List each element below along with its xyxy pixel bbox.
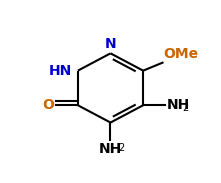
Text: 2: 2 bbox=[182, 103, 188, 113]
Text: NH: NH bbox=[166, 98, 190, 112]
Text: 2: 2 bbox=[119, 143, 125, 153]
Text: OMe: OMe bbox=[164, 47, 199, 61]
Text: NH: NH bbox=[99, 142, 122, 156]
Text: N: N bbox=[105, 37, 116, 51]
Text: O: O bbox=[42, 98, 54, 112]
Text: HN: HN bbox=[49, 64, 72, 78]
